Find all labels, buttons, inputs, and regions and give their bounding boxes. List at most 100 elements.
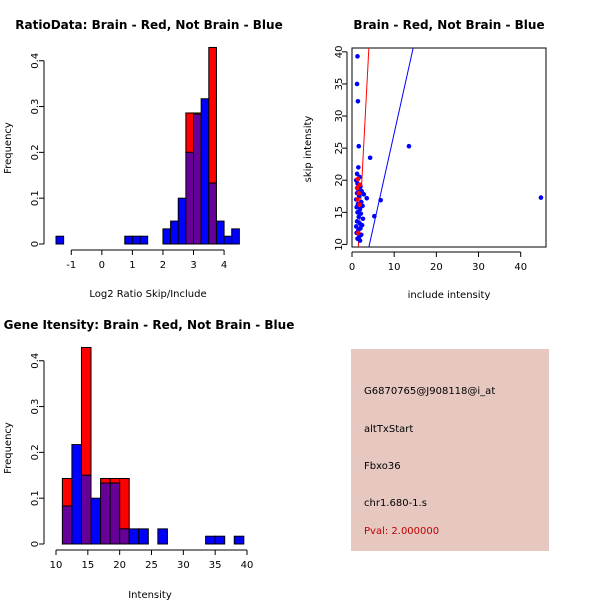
ratio-histogram-bars	[55, 46, 240, 245]
ratio-histogram-y-tick-label: 0.4	[30, 53, 41, 69]
gene-intensity-x-tick-label: 20	[113, 560, 126, 571]
gene-intensity-not-brain-bar	[205, 535, 216, 545]
gene-intensity-not-brain-bar	[90, 497, 102, 545]
gene-intensity-x-tick-label: 30	[177, 560, 190, 571]
not-brain-fit-line	[368, 47, 414, 248]
gene-name-text: Fbxo36	[364, 461, 401, 472]
ratio-histogram-not-brain-bar	[131, 235, 141, 245]
not-brain-point	[357, 238, 363, 243]
ratio-histogram-x-tick-label: 4	[221, 260, 227, 271]
brain-point	[355, 197, 360, 202]
not-brain-point	[355, 98, 361, 104]
brain-point	[357, 182, 363, 188]
not-brain-point	[356, 165, 361, 170]
gene-intensity-not-brain-bar	[71, 444, 82, 545]
gene-intensity-overlap-bar	[80, 474, 92, 545]
scatter-y-tick-label: 40	[334, 45, 345, 58]
gene-intensity-overlap-bar	[61, 505, 73, 545]
brain-point	[357, 202, 362, 207]
ratio-histogram-y-tick-label: 0.1	[30, 190, 41, 206]
ratio-histogram-xlabel: Log2 Ratio Skip/Include	[89, 289, 206, 300]
ratio-histogram-ylabel: Frequency	[3, 122, 14, 174]
ratio-histogram-not-brain-bar	[162, 228, 172, 245]
not-brain-point	[356, 143, 362, 149]
ratio-histogram-panel: RatioData: Brain - Red, Not Brain - Blue…	[3, 18, 283, 300]
brain-point	[355, 176, 361, 182]
ratio-histogram-y-tick-label: 0	[30, 241, 41, 247]
scatter-y-tick-label: 35	[334, 78, 345, 91]
scatter-x-tick-label: 0	[349, 262, 355, 273]
ratio-histogram-not-brain-bar	[55, 235, 65, 245]
not-brain-point	[355, 54, 360, 59]
ratio-histogram-title: RatioData: Brain - Red, Not Brain - Blue	[15, 18, 282, 32]
gene-intensity-x-tick-label: 40	[241, 560, 254, 571]
gene-intensity-y-tick-label: 0.3	[30, 399, 41, 415]
not-brain-point	[353, 224, 359, 229]
gene-intensity-not-brain-bar	[138, 528, 149, 545]
not-brain-point	[357, 206, 363, 212]
ratio-histogram-not-brain-bar	[177, 197, 187, 245]
gene-intensity-x-tick-label: 10	[50, 560, 63, 571]
ratio-histogram-not-brain-bar	[139, 235, 149, 245]
not-brain-point	[372, 213, 377, 219]
gene-intensity-axes: 10 15 20 25 30 35 40 0 0.1 0.2 0.3 0.4	[30, 353, 253, 571]
scatter-points	[353, 54, 544, 243]
gene-intensity-y-tick-label: 0.1	[30, 490, 41, 506]
gene-intensity-overlap-bar	[119, 528, 130, 545]
ratio-histogram-overlap-bar	[185, 151, 195, 245]
scatter-y-tick-label: 15	[334, 206, 345, 219]
gene-intensity-brain-bar	[119, 477, 130, 530]
gene-intensity-brain-bar	[100, 477, 111, 484]
gene-intensity-brain-bar	[109, 477, 121, 484]
scatter-x-tick-label: 20	[430, 262, 443, 273]
ratio-histogram-not-brain-bar	[215, 220, 225, 245]
ratio-histogram-x-tick-label: 1	[129, 260, 135, 271]
ratio-histogram-y-tick-label: 0.3	[30, 99, 41, 115]
brain-point	[356, 190, 362, 196]
gene-intensity-not-brain-bar	[233, 535, 245, 545]
brain-point	[356, 230, 361, 236]
gene-intensity-title: Gene Itensity: Brain - Red, Not Brain - …	[4, 318, 295, 332]
ratio-histogram-not-brain-bar	[170, 220, 179, 245]
probe-info-panel: G6870765@J908118@i_at altTxStart Fbxo36 …	[351, 349, 549, 551]
not-brain-point	[364, 195, 370, 201]
brain-point	[354, 185, 360, 191]
gene-intensity-not-brain-bar	[157, 528, 168, 545]
not-brain-point	[361, 192, 367, 197]
scatter-ylabel: skip intensity	[303, 116, 314, 183]
scatter-fit-lines	[357, 47, 414, 248]
scatter-y-tick-label: 25	[334, 142, 345, 155]
gene-intensity-not-brain-bar	[214, 535, 226, 545]
scatter-y-tick-label: 30	[334, 110, 345, 123]
ratio-histogram-x-tick-label: 2	[160, 260, 166, 271]
gene-intensity-brain-bar	[80, 346, 92, 476]
gene-intensity-histogram-panel: Gene Itensity: Brain - Red, Not Brain - …	[3, 318, 294, 600]
gene-intensity-overlap-bar	[100, 482, 111, 545]
intensity-scatter-panel: Brain - Red, Not Brain - Blue include in…	[303, 18, 547, 301]
gene-intensity-x-tick-label: 15	[81, 560, 94, 571]
not-brain-point	[354, 81, 360, 87]
scatter-x-tick-label: 10	[388, 262, 401, 273]
ratio-histogram-overlap-bar	[193, 113, 202, 245]
gene-intensity-y-tick-label: 0	[30, 541, 41, 547]
ratio-histogram-brain-bar	[208, 46, 217, 184]
gene-intensity-ylabel: Frequency	[3, 422, 14, 474]
ratio-histogram-not-brain-bar	[200, 98, 210, 245]
scatter-title: Brain - Red, Not Brain - Blue	[353, 18, 544, 32]
scatter-y-tick-label: 20	[334, 174, 345, 187]
gene-intensity-not-brain-bar	[128, 528, 140, 545]
probe-id-text: G6870765@J908118@i_at	[364, 386, 496, 397]
location-text: chr1.680-1.s	[364, 498, 427, 509]
scatter-axes: 0 10 20 30 40 10 15 20 25 30 35 40	[334, 45, 527, 273]
scatter-x-tick-label: 30	[472, 262, 485, 273]
ratio-histogram-not-brain-bar	[223, 235, 233, 245]
ratio-histogram-not-brain-bar	[231, 228, 240, 245]
gene-intensity-brain-bar	[61, 477, 73, 507]
pval-text: Pval: 2.000000	[364, 526, 440, 537]
event-type-text: altTxStart	[364, 424, 414, 435]
scatter-x-tick-label: 40	[514, 262, 527, 273]
ratio-histogram-not-brain-bar	[124, 235, 133, 245]
not-brain-point	[406, 143, 412, 149]
not-brain-point	[538, 195, 544, 200]
gene-intensity-x-tick-label: 25	[145, 560, 158, 571]
